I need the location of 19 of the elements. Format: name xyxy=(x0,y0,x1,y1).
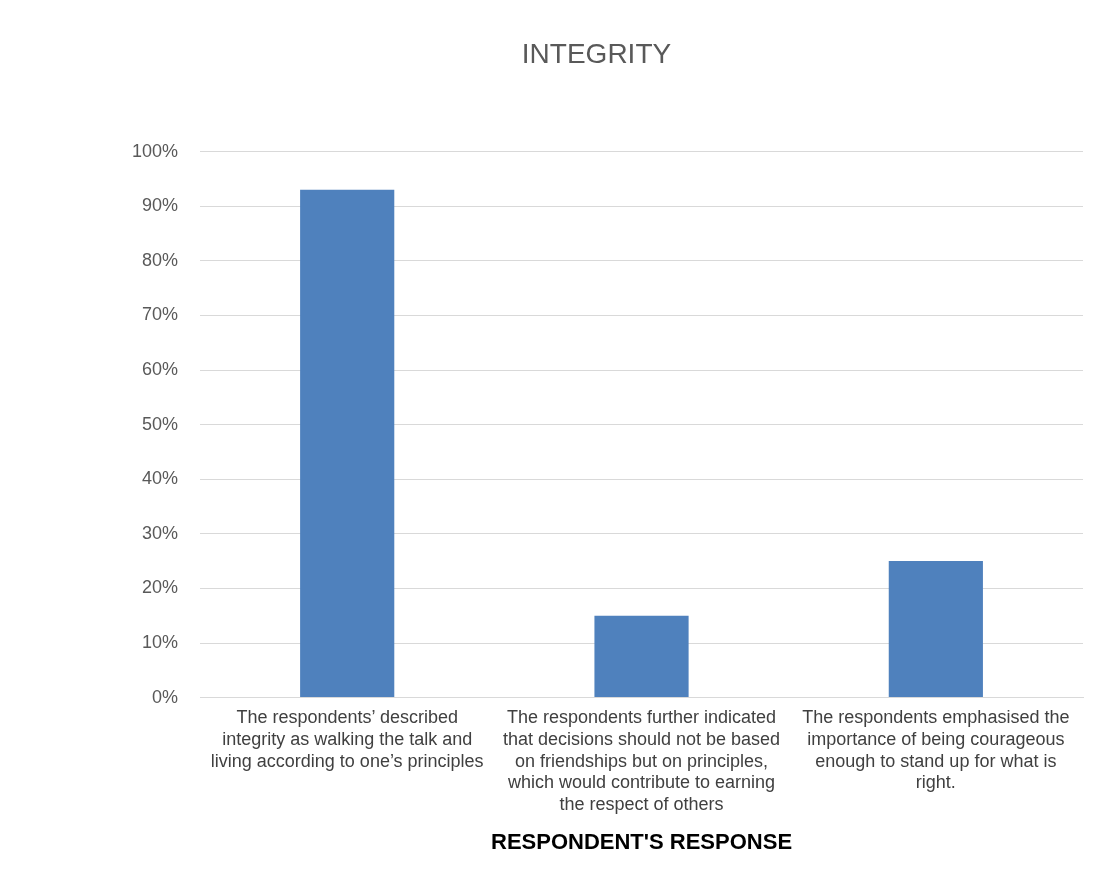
y-tick-label: 90% xyxy=(142,195,179,216)
y-tick-label: 80% xyxy=(142,249,179,270)
y-tick-label: 50% xyxy=(142,413,179,434)
bar xyxy=(594,615,689,698)
y-tick-label: 60% xyxy=(142,358,179,379)
y-tick-label: 30% xyxy=(142,522,179,543)
bar xyxy=(888,561,983,698)
x-axis-title: RESPONDENT'S RESPONSE xyxy=(490,828,793,854)
bar xyxy=(300,189,395,698)
x-tick-label: The respondents further indicated that decisions should not be based on friendships but on principles, which would contribute to earning the respect of others xyxy=(502,707,781,814)
y-tick-label: 100% xyxy=(131,140,179,161)
chart-title: INTEGRITY xyxy=(521,37,672,69)
y-tick-label: 20% xyxy=(142,577,179,598)
x-tick-label: The respondents emphasised the importance of being courageous enough to stand up for what is right. xyxy=(802,707,1070,793)
x-tick-label: The respondents’ described integrity as walking the talk and living according to one’s principles xyxy=(210,707,484,771)
y-tick-label: 10% xyxy=(142,631,179,652)
y-tick-label: 70% xyxy=(142,304,179,325)
y-tick-label: 40% xyxy=(142,468,179,489)
y-tick-label: 0% xyxy=(152,686,179,707)
